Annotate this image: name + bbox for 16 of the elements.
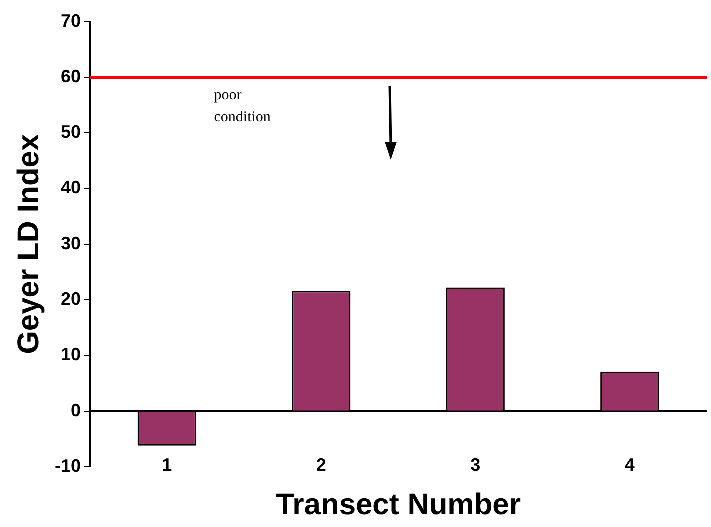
x-tick-label: 2 <box>316 455 326 476</box>
y-tick-label: 70 <box>60 10 82 31</box>
y-axis-title: Geyer LD Index <box>12 134 46 354</box>
x-axis-title: Transect Number <box>276 488 522 522</box>
x-tick-label: 3 <box>470 455 481 476</box>
y-tick-label: 10 <box>60 344 82 365</box>
y-tick-label: 50 <box>60 122 82 142</box>
y-tick-label: -10 <box>55 456 82 476</box>
y-tick-label: 30 <box>60 233 82 254</box>
x-tick-label: 4 <box>624 455 635 476</box>
y-tick-label: 40 <box>60 178 82 198</box>
x-tick-label: 1 <box>162 455 172 476</box>
y-tick-label: 60 <box>60 66 82 86</box>
y-tick-label: 20 <box>60 289 82 310</box>
y-tick-label: 0 <box>71 400 82 420</box>
annotation: poor condition <box>214 88 272 126</box>
